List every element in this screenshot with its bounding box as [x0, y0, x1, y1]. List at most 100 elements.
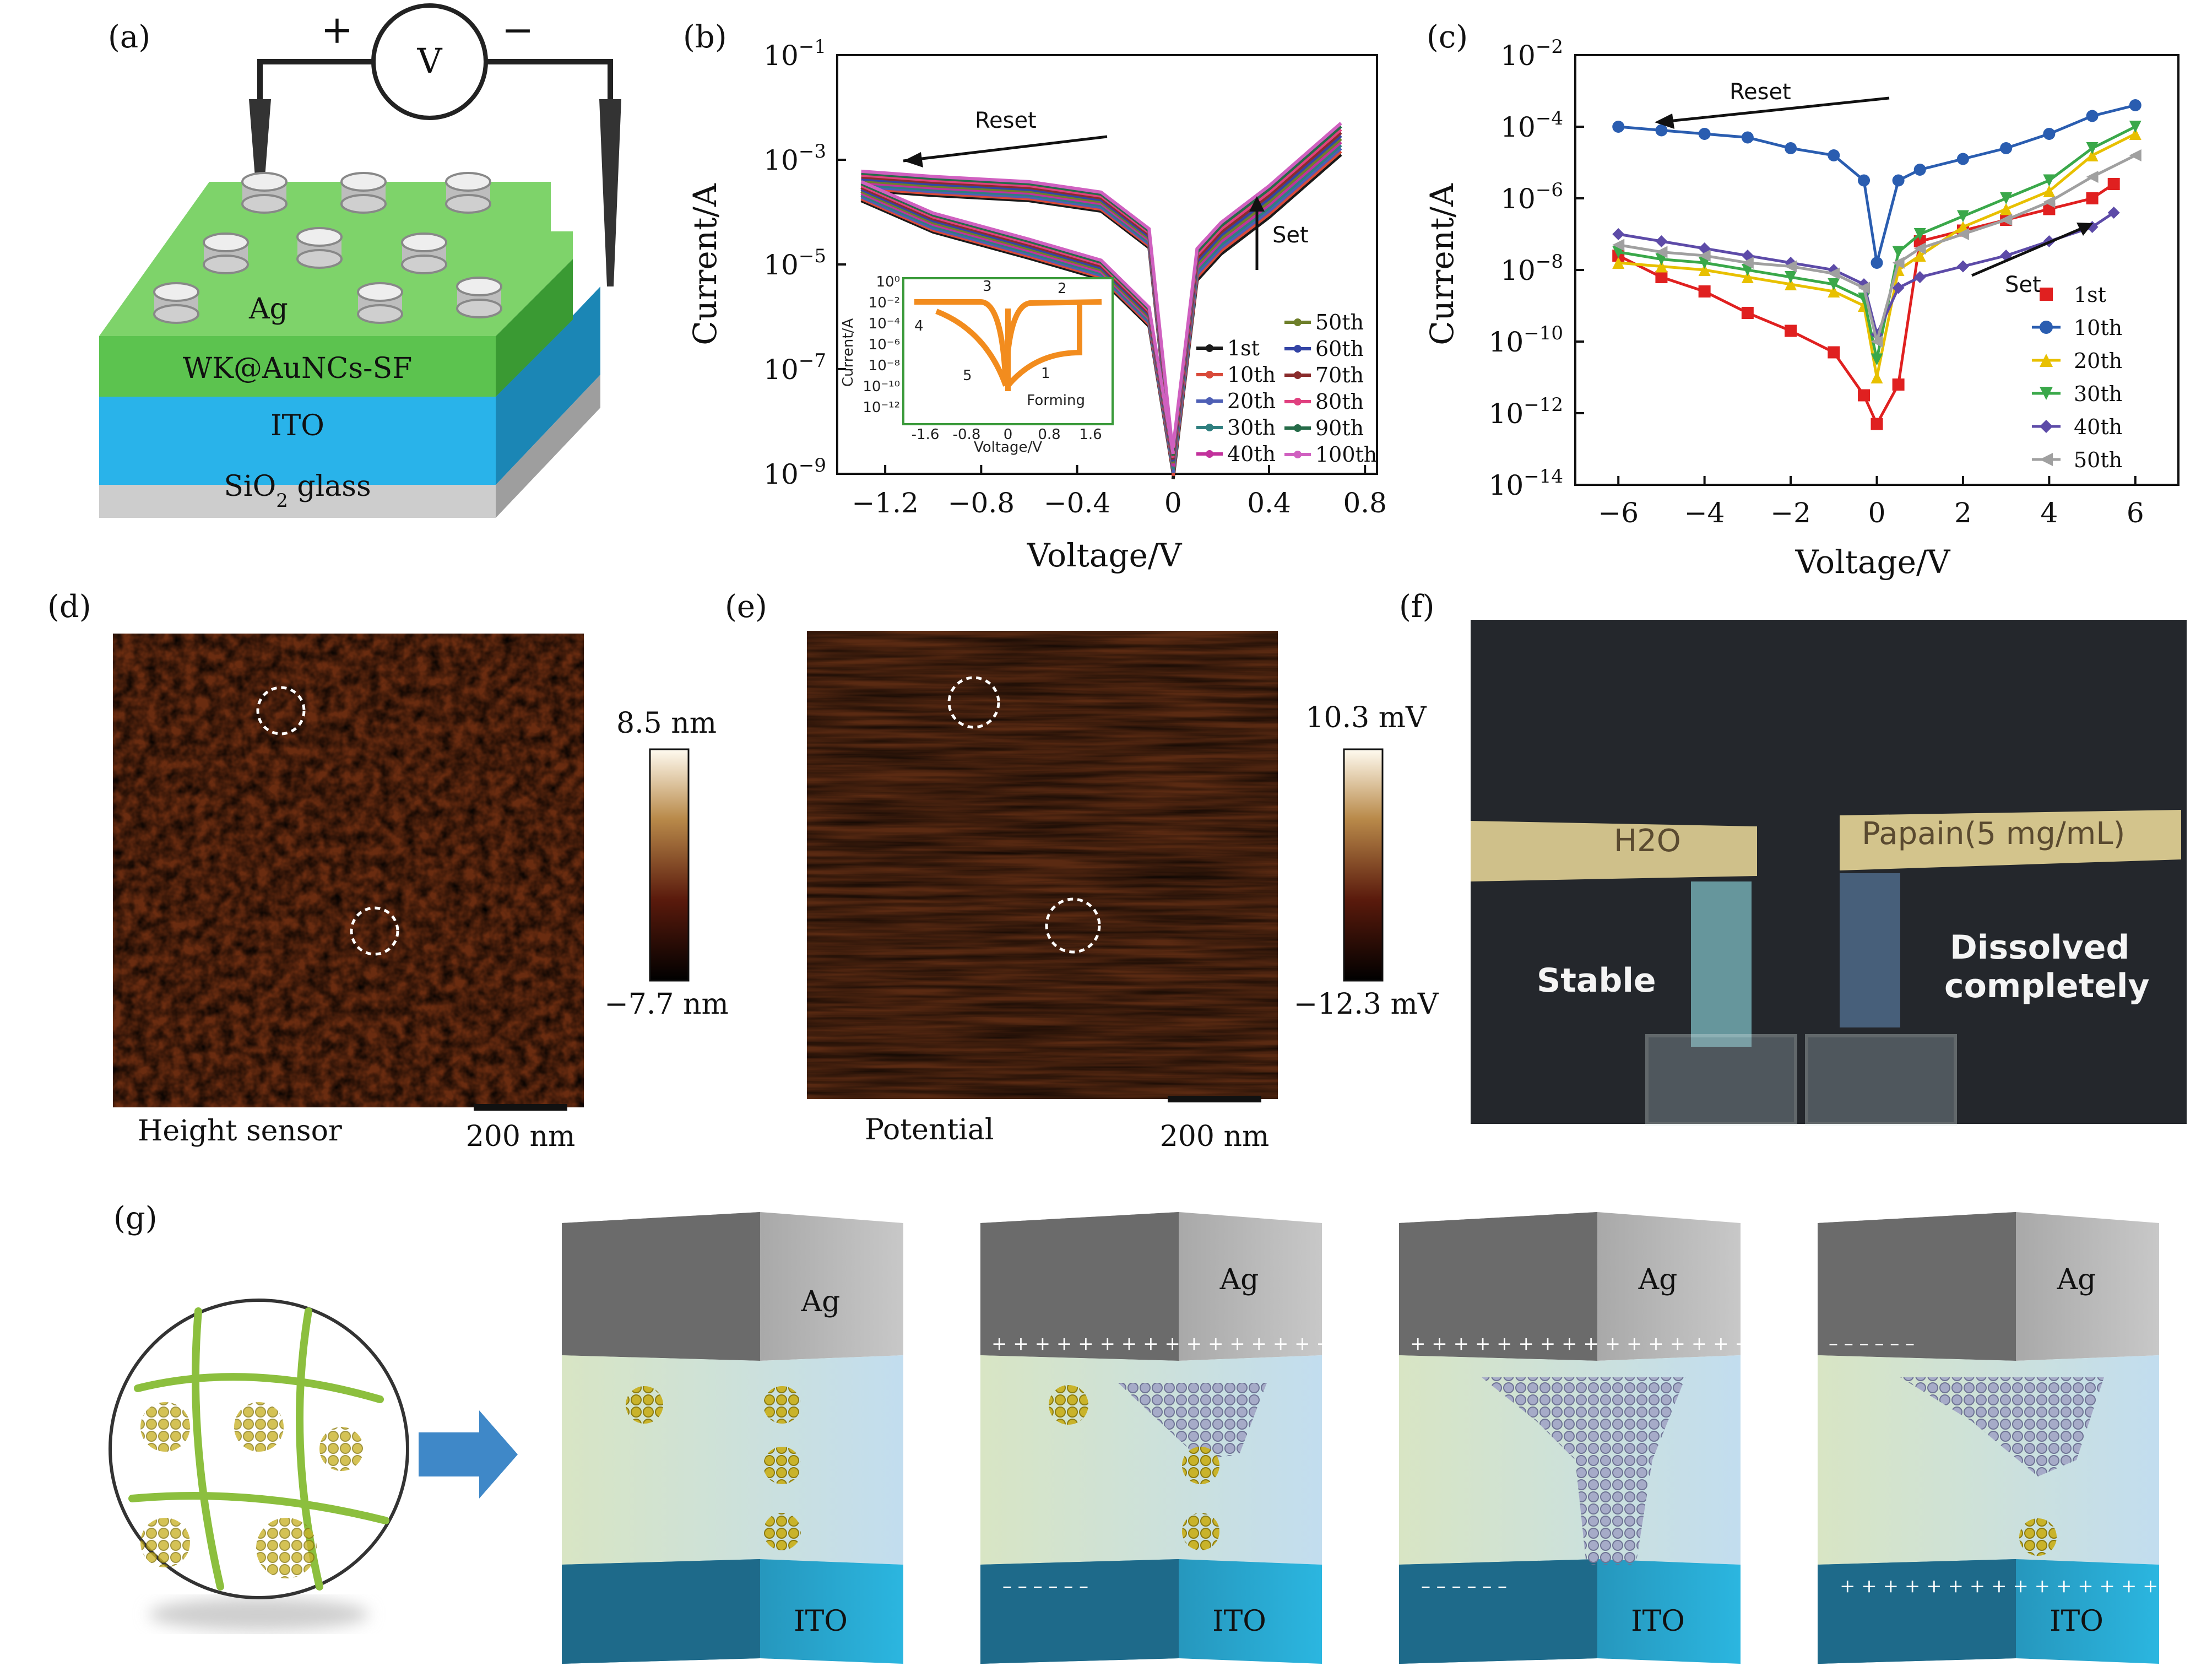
ag-dot [456, 277, 502, 318]
chart-c-reset-arrowhead [1655, 113, 1674, 129]
device-block-1: Ag ITO [562, 1212, 903, 1664]
legend-b-marker [1206, 397, 1213, 405]
inset-xlabel: Voltage/V [974, 439, 1042, 456]
block-ito-label: ITO [1631, 1605, 1685, 1638]
block-ito-label: ITO [2050, 1605, 2103, 1638]
chart-c-point-20th [2000, 203, 2013, 215]
film-side [496, 259, 573, 397]
legend-b-label: 90th [1315, 416, 1364, 440]
legend-b-marker [1206, 344, 1213, 352]
chart-c-line-30th [1618, 125, 2136, 360]
chart-c-point-10th [1698, 128, 1711, 140]
chart-c-point-20th [1612, 257, 1625, 269]
chart-c-reset-label: Reset [1730, 79, 1791, 105]
legend-b-marker [1206, 424, 1213, 431]
film-label: WK@AuNCs-SF [183, 352, 413, 385]
chart-c-point-1st [1828, 346, 1840, 359]
panel-f: (f) H2O Papain(5 mg/mL) Stable Dissolved… [1399, 589, 2187, 1126]
legend-b-label: 100th [1315, 442, 1377, 467]
chart-b-inset: -1.6 -0.8 0 0.8 1.6 10⁰ 10⁻² 10⁻⁴ 10⁻⁶ 10⁻⁸ 10⁻¹⁰ 1… [840, 274, 1114, 456]
legend-b-label: 40th [1227, 442, 1276, 466]
chart-b-ytick-label: 10−3 [763, 140, 826, 176]
chart-c-point-1st [1892, 378, 1905, 391]
panel-g-label: (g) [113, 1200, 158, 1236]
inset-arrow-3: 3 [983, 278, 992, 295]
chart-c-point-30th [2129, 121, 2141, 133]
legend-b-label: 10th [1227, 363, 1276, 387]
chart-c-ytick-label: 10−4 [1500, 107, 1563, 143]
block-ag-label: Ag [801, 1285, 841, 1318]
chart-c-point-20th [1655, 260, 1668, 273]
colorbar-potential [1343, 748, 1384, 982]
legend-b-marker [1294, 398, 1302, 405]
process-arrow-icon [419, 1410, 518, 1499]
chart-c-point-30th [2043, 174, 2056, 187]
chart-c-set-arrowhead [2077, 223, 2093, 236]
chart-b-reset-arrowhead [903, 152, 923, 167]
chart-c-point-10th [1858, 174, 1871, 187]
legend-b-label: 20th [1227, 389, 1276, 413]
dissolved-label-1: Dissolved [1950, 928, 2129, 967]
chart-c-xtick-label: 2 [1954, 497, 1972, 529]
chart-c-point-10th [1892, 174, 1905, 187]
chart-c-xtick-label: 4 [2040, 497, 2058, 529]
colorbar-height [649, 748, 690, 982]
panel-a-label: (a) [108, 19, 150, 55]
legend-b-label: 1st [1227, 336, 1260, 360]
panel-f-label: (f) [1399, 589, 1434, 625]
clip-left [1471, 821, 1757, 881]
inset-ytick-label: 10⁰ [876, 274, 900, 290]
chart-c-point-10th [1655, 124, 1668, 137]
chart-c-point-40th [1892, 282, 1905, 294]
chart-b-xlabel: Voltage/V [1027, 537, 1183, 574]
film-stable [1691, 881, 1752, 1047]
chart-c-legend: 1st 10th 20th 30th 40th 50th [2032, 283, 2122, 472]
scale-d-label: 200 nm [466, 1120, 576, 1153]
chart-c-point-20th [2129, 128, 2141, 140]
ito-block-front [1399, 1559, 1597, 1664]
legend-b-label: 60th [1315, 337, 1364, 361]
chart-b-series-100th [1171, 122, 1342, 448]
chart-c-point-50th [1785, 260, 1797, 273]
inset-xtick-label: 0 [1004, 426, 1013, 443]
legend-c-marker [2040, 420, 2053, 433]
chart-c-point-20th [1698, 264, 1711, 276]
chart-b-ytick-label: 10−5 [763, 245, 826, 281]
chart-c-xtick-label: 0 [1868, 497, 1886, 529]
legend-b-label: 80th [1315, 390, 1364, 414]
charge-row-bottom: + + + + + + + + + + + + + + + + [1840, 1575, 2180, 1597]
beaker-right [1805, 1034, 1957, 1126]
inset-xtick-label: -1.6 [912, 426, 940, 443]
charge-row-bottom: – – – – – – [1002, 1575, 1088, 1597]
aunc-cluster [763, 1447, 801, 1484]
inset-arrow-1: 1 [1041, 365, 1050, 382]
chart-c-point-50th [1828, 267, 1840, 280]
chart-c-point-1st [1741, 307, 1754, 319]
colorbar-height-min: −7.7 nm [604, 988, 729, 1021]
chart-c-ytick-label: 10−2 [1500, 36, 1563, 72]
chart-c-point-50th [1858, 282, 1871, 294]
chart-c-ytick-label: 10−6 [1500, 179, 1563, 215]
legend-c-label: 1st [2074, 283, 2106, 307]
chart-c-point-50th [1655, 246, 1668, 258]
chart-c-point-40th [1612, 228, 1625, 240]
chart-c-point-1st [1871, 418, 1883, 430]
chart-c-point-10th [1828, 149, 1840, 161]
chart-b-xtick-label: −0.4 [1044, 487, 1110, 519]
ag-dot [153, 282, 199, 324]
afm-height-circle-1 [256, 686, 306, 735]
chart-c-reset-arrow [1657, 96, 1890, 124]
chart-b-xtick-label: 0.8 [1343, 487, 1387, 519]
ag-filament [1900, 1377, 2104, 1476]
legend-c-label: 50th [2074, 448, 2122, 472]
chart-b-curves [860, 122, 1342, 479]
panel-c-label: (c) [1427, 19, 1468, 55]
colorbar-height-max: 8.5 nm [616, 707, 717, 740]
legend-b-marker [1294, 424, 1302, 432]
ito-block-front [1818, 1559, 2016, 1664]
legend-c-marker [2040, 453, 2053, 466]
chart-b-ytick-label: 10−1 [763, 36, 826, 72]
chart-b-ylabel: Current/A [686, 183, 724, 345]
